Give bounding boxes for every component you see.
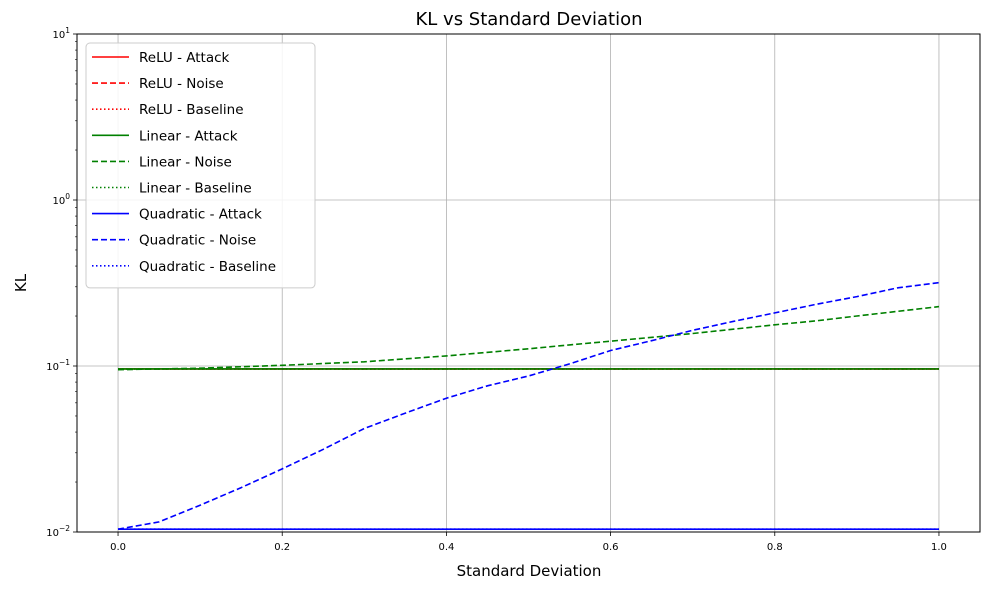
y-tick-label: 101 xyxy=(52,26,70,41)
legend-entry: Linear - Attack xyxy=(139,128,238,144)
series-line-linear-noise xyxy=(117,305,940,371)
legend-entry: Linear - Baseline xyxy=(139,181,252,197)
legend-entry: ReLU - Attack xyxy=(139,50,230,66)
plot-frame xyxy=(76,33,981,533)
legend: ReLU - Attack ReLU - Noise ReLU - Baseline… xyxy=(85,42,316,289)
series-lines xyxy=(117,281,940,531)
legend-entry: Quadratic - Attack xyxy=(139,207,262,223)
x-tick-label: 0.0 xyxy=(110,542,126,553)
chart-title: KL vs Standard Deviation xyxy=(415,9,642,30)
legend-entry: Quadratic - Noise xyxy=(139,233,256,249)
x-tick-label: 0.8 xyxy=(767,542,783,553)
x-tick-label: 0.2 xyxy=(274,542,290,553)
x-axis-label: Standard Deviation xyxy=(457,562,602,580)
legend-box xyxy=(85,42,316,289)
x-tick-label: 0.4 xyxy=(438,542,454,553)
series-line-quadratic-noise xyxy=(117,281,940,530)
legend-entry: Quadratic - Baseline xyxy=(139,259,276,275)
legend-entry: Linear - Noise xyxy=(139,154,232,170)
legend-entry: ReLU - Noise xyxy=(139,76,224,92)
y-tick-label: 10−1 xyxy=(46,358,70,373)
y-tick-label: 100 xyxy=(52,192,70,207)
x-tick-label: 0.6 xyxy=(603,542,619,553)
x-tick-label: 1.0 xyxy=(931,542,947,553)
axis-ticks: 0.0 0.2 0.4 0.6 0.8 1.0 10−2 10−1 100 101 xyxy=(46,26,947,553)
legend-entry: ReLU - Baseline xyxy=(139,102,244,118)
y-tick-label: 10−2 xyxy=(46,524,70,539)
y-axis-label: KL xyxy=(12,273,30,292)
